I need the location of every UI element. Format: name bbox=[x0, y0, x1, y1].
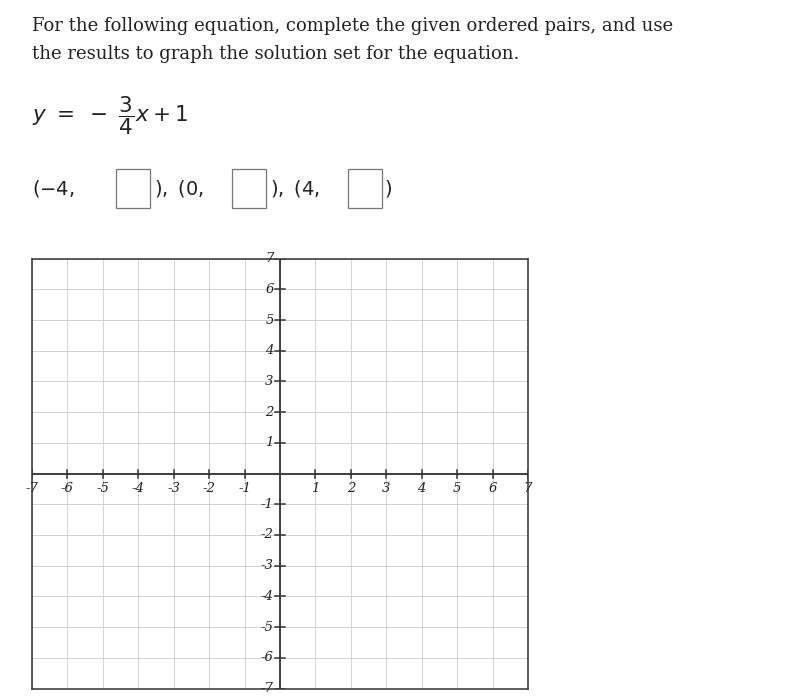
Text: For the following equation, complete the given ordered pairs, and use: For the following equation, complete the… bbox=[32, 17, 673, 36]
Text: 6: 6 bbox=[488, 482, 497, 495]
Text: -3: -3 bbox=[167, 482, 180, 495]
FancyBboxPatch shape bbox=[348, 169, 382, 208]
Text: 6: 6 bbox=[266, 283, 274, 296]
Text: -4: -4 bbox=[132, 482, 145, 495]
Text: -2: -2 bbox=[261, 528, 274, 542]
Text: $(-4,$: $(-4,$ bbox=[32, 178, 74, 199]
Text: -5: -5 bbox=[261, 621, 274, 633]
Text: -6: -6 bbox=[61, 482, 74, 495]
Text: the results to graph the solution set for the equation.: the results to graph the solution set fo… bbox=[32, 45, 519, 64]
Text: 5: 5 bbox=[266, 314, 274, 326]
Text: $),\ (4,$: $),\ (4,$ bbox=[270, 178, 320, 199]
Text: 1: 1 bbox=[311, 482, 320, 495]
Text: $),\ (0,$: $),\ (0,$ bbox=[154, 178, 204, 199]
Text: -1: -1 bbox=[238, 482, 251, 495]
Text: -1: -1 bbox=[261, 498, 274, 511]
Text: 5: 5 bbox=[453, 482, 462, 495]
Text: 7: 7 bbox=[266, 252, 274, 265]
Text: 4: 4 bbox=[418, 482, 426, 495]
Text: -2: -2 bbox=[202, 482, 215, 495]
Text: $)$: $)$ bbox=[384, 178, 392, 199]
FancyBboxPatch shape bbox=[232, 169, 266, 208]
FancyBboxPatch shape bbox=[116, 169, 150, 208]
Text: $y\ =\ -\ \dfrac{3}{4}x + 1$: $y\ =\ -\ \dfrac{3}{4}x + 1$ bbox=[32, 94, 188, 137]
Text: 1: 1 bbox=[266, 436, 274, 449]
Text: 3: 3 bbox=[266, 375, 274, 388]
Text: -5: -5 bbox=[97, 482, 110, 495]
Text: 4: 4 bbox=[266, 344, 274, 357]
Text: -3: -3 bbox=[261, 559, 274, 572]
Text: -7: -7 bbox=[261, 682, 274, 695]
Text: 2: 2 bbox=[266, 405, 274, 419]
Text: 2: 2 bbox=[346, 482, 355, 495]
Text: -7: -7 bbox=[26, 482, 38, 495]
Text: -6: -6 bbox=[261, 651, 274, 664]
Text: -4: -4 bbox=[261, 590, 274, 603]
Text: 7: 7 bbox=[524, 482, 532, 495]
Text: 3: 3 bbox=[382, 482, 390, 495]
